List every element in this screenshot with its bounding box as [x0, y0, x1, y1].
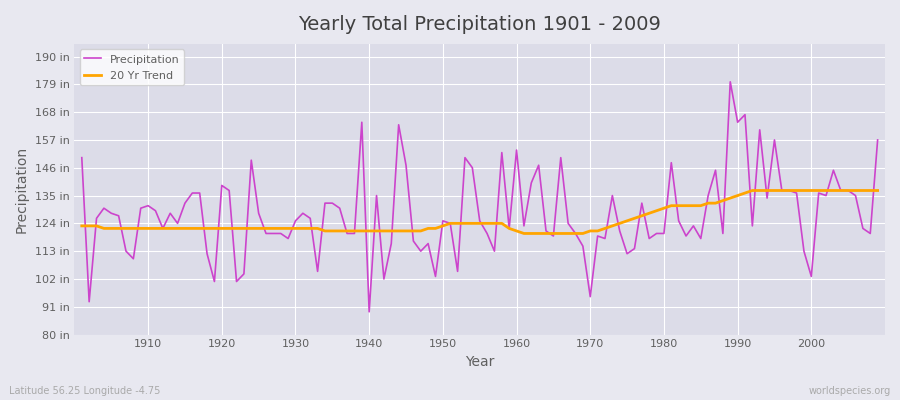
- Precipitation: [364, 310, 374, 314]
- 20 Yr Trend: [607, 224, 617, 228]
- 20 Yr Trend: [518, 231, 529, 236]
- Line: Precipitation: Precipitation: [82, 82, 878, 312]
- 20 Yr Trend: [872, 188, 883, 193]
- Precipitation: [724, 80, 735, 84]
- Precipitation: [342, 231, 353, 236]
- 20 Yr Trend: [504, 226, 515, 231]
- 20 Yr Trend: [76, 224, 87, 228]
- Precipitation: [298, 211, 309, 216]
- Precipitation: [518, 224, 529, 228]
- Precipitation: [76, 155, 87, 160]
- Precipitation: [607, 193, 617, 198]
- 20 Yr Trend: [135, 226, 146, 231]
- Precipitation: [511, 148, 522, 152]
- 20 Yr Trend: [298, 226, 309, 231]
- Text: worldspecies.org: worldspecies.org: [809, 386, 891, 396]
- Line: 20 Yr Trend: 20 Yr Trend: [82, 190, 878, 234]
- Y-axis label: Precipitation: Precipitation: [15, 146, 29, 233]
- Precipitation: [135, 206, 146, 210]
- X-axis label: Year: Year: [465, 355, 494, 369]
- Text: Latitude 56.25 Longitude -4.75: Latitude 56.25 Longitude -4.75: [9, 386, 160, 396]
- Precipitation: [872, 138, 883, 142]
- 20 Yr Trend: [342, 228, 353, 233]
- Title: Yearly Total Precipitation 1901 - 2009: Yearly Total Precipitation 1901 - 2009: [298, 15, 662, 34]
- 20 Yr Trend: [747, 188, 758, 193]
- 20 Yr Trend: [511, 228, 522, 233]
- Legend: Precipitation, 20 Yr Trend: Precipitation, 20 Yr Trend: [80, 50, 184, 86]
